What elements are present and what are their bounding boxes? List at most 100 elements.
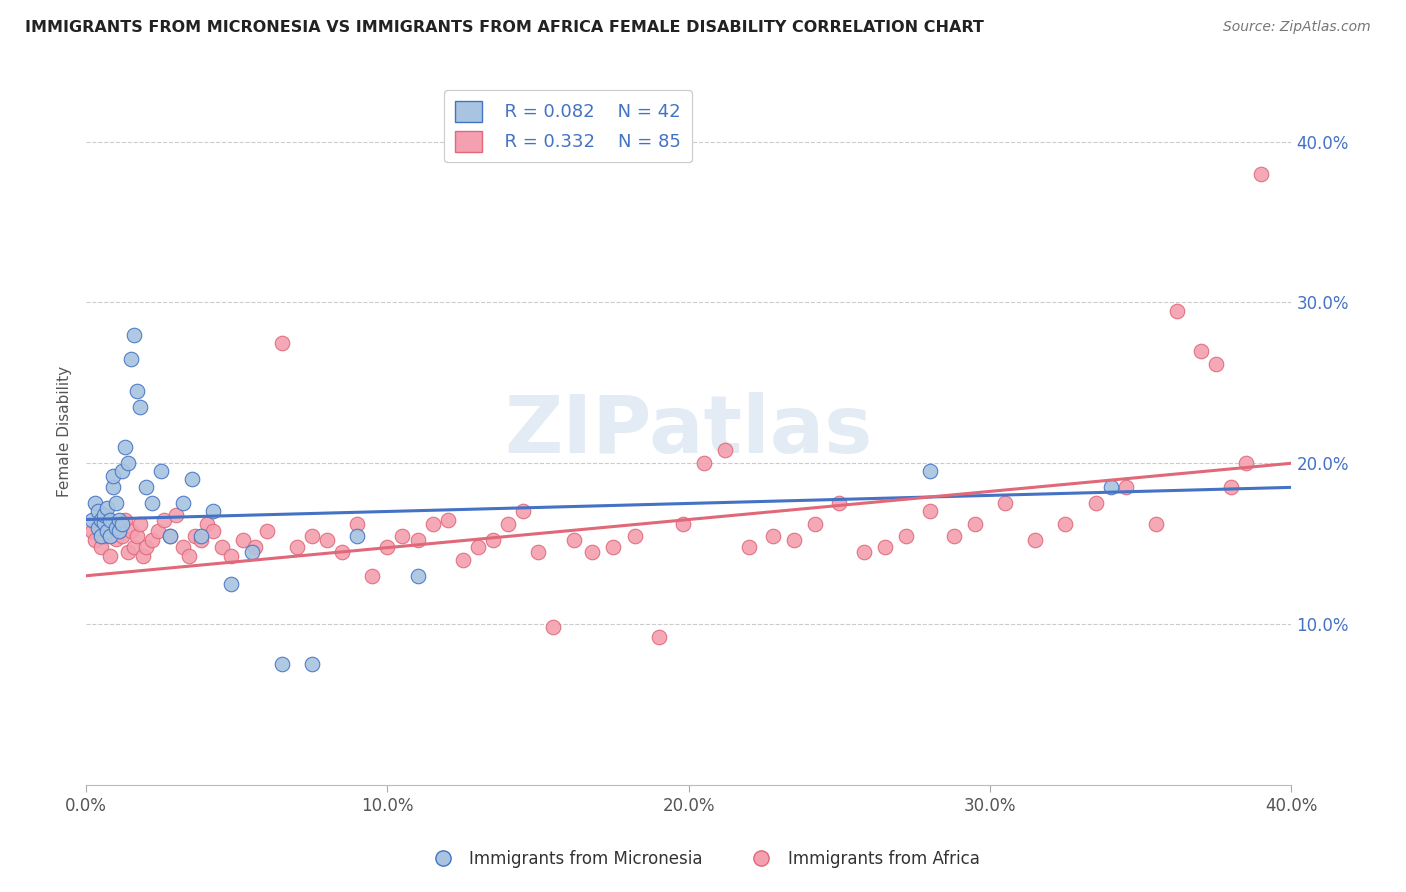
Point [1084,496,1107,510]
Point [111,517,134,532]
Point [201,524,224,538]
Point [129,517,152,532]
Legend: Immigrants from Micronesia, Immigrants from Africa: Immigrants from Micronesia, Immigrants f… [419,844,987,875]
Point [301,657,323,672]
Point [195,517,218,532]
Point [623,528,645,542]
Point [873,540,896,554]
Point [918,504,941,518]
Point [98,528,121,542]
Point [602,540,624,554]
Point [177,549,200,564]
Point [96,501,118,516]
Point [172,540,194,554]
Point [391,528,413,542]
Point [963,517,986,532]
Point [994,496,1017,510]
Point [1205,357,1227,371]
Point [183,528,205,542]
Point [105,520,128,534]
Point [647,630,669,644]
Point [87,517,110,532]
Point [451,552,474,566]
Point [111,528,134,542]
Point [93,516,115,530]
Point [98,549,121,564]
Point [166,508,188,522]
Point [108,524,131,538]
Point [581,544,603,558]
Point [942,528,965,542]
Point [762,528,785,542]
Point [211,540,233,554]
Point [201,504,224,518]
Point [1099,480,1122,494]
Point [346,528,368,542]
Point [98,512,121,526]
Point [301,528,323,542]
Point [90,512,112,526]
Point [496,517,519,532]
Point [111,464,134,478]
Point [87,520,110,534]
Point [738,540,761,554]
Point [84,496,107,510]
Point [783,533,806,548]
Point [108,517,131,532]
Point [1115,480,1137,494]
Point [1234,456,1257,470]
Point [422,517,444,532]
Point [93,528,115,542]
Point [190,533,212,548]
Point [129,400,152,414]
Point [1144,517,1167,532]
Y-axis label: Female Disability: Female Disability [58,366,72,497]
Point [918,464,941,478]
Point [346,517,368,532]
Point [527,544,550,558]
Text: ZIPatlas: ZIPatlas [505,392,873,470]
Point [482,533,505,548]
Point [512,504,534,518]
Point [240,544,263,558]
Point [141,533,163,548]
Point [1054,517,1077,532]
Point [117,456,139,470]
Point [127,528,149,542]
Point [108,512,131,526]
Point [82,524,104,538]
Point [562,533,585,548]
Text: IMMIGRANTS FROM MICRONESIA VS IMMIGRANTS FROM AFRICA FEMALE DISABILITY CORRELATI: IMMIGRANTS FROM MICRONESIA VS IMMIGRANTS… [25,20,984,35]
Point [1166,303,1188,318]
Point [271,335,294,350]
Point [114,512,136,526]
Point [159,528,181,542]
Point [148,524,170,538]
Point [103,480,125,494]
Point [105,496,128,510]
Point [406,533,429,548]
Point [804,517,827,532]
Point [127,384,149,398]
Point [96,524,118,538]
Point [105,532,128,546]
Point [172,496,194,510]
Point [90,528,112,542]
Point [132,549,155,564]
Point [541,620,564,634]
Point [82,512,104,526]
Point [219,576,242,591]
Point [190,528,212,542]
Point [693,456,716,470]
Point [1024,533,1046,548]
Text: Source: ZipAtlas.com: Source: ZipAtlas.com [1223,20,1371,34]
Point [117,544,139,558]
Point [219,549,242,564]
Point [124,540,146,554]
Point [232,533,254,548]
Point [180,472,202,486]
Point [894,528,917,542]
Point [361,568,384,582]
Point [672,517,695,532]
Point [316,533,339,548]
